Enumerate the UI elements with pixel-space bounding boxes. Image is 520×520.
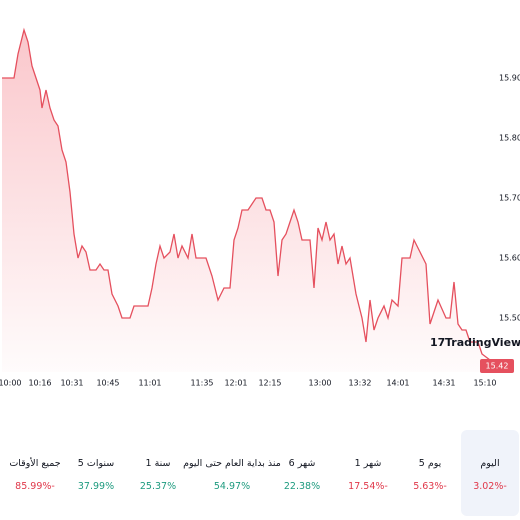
x-tick-label: 13:00 [308,379,331,388]
period-name: 6 شهر [288,458,316,469]
x-tick-label: 14:01 [386,379,409,388]
x-tick-label: 15:10 [473,379,496,388]
y-tick-label: 15.60 [499,254,520,263]
last-price-badge [480,359,514,373]
y-tick-label: 15.70 [499,194,520,203]
period-change: 85.99%- [15,481,55,492]
period-change: 3.02%- [473,481,507,492]
logo: 17 TradingView [430,336,520,349]
x-tick-label: 12:15 [258,379,281,388]
area-fill [2,30,490,372]
x-tick-label: 10:00 [0,379,22,388]
x-tick-label: 12:01 [224,379,247,388]
x-tick-label: 11:01 [138,379,161,388]
period-name: 5 سنوات [77,458,115,469]
period-tab[interactable]: اليوم 3.02%- [461,430,519,516]
y-tick-label: 15.80 [499,134,520,143]
y-tick-label: 15.50 [499,314,520,323]
x-tick-label: 13:32 [348,379,371,388]
period-name: 5 يوم [418,458,442,469]
logo-mark: 17 [430,336,445,349]
period-tabs: اليوم 3.02%- 5 يوم 5.63%- 1 شهر 17.54%- 6 شهر 2… [0,428,520,518]
x-tick-label: 10:31 [60,379,83,388]
period-name: اليوم [480,458,500,469]
period-name: جميع الأوقات [9,458,61,469]
x-tick-label: 11:35 [190,379,213,388]
x-tick-label: 10:16 [28,379,51,388]
period-tab[interactable]: جميع الأوقات 85.99%- [6,430,64,516]
period-change: 54.97% [213,481,251,492]
x-tick-label: 10:45 [96,379,119,388]
period-change: 37.99% [77,481,115,492]
period-name: منذ بداية العام حتى اليوم [183,458,281,469]
period-tab[interactable]: 6 شهر 22.38% [273,430,331,516]
period-name: 1 شهر [354,458,382,469]
price-line [2,27,491,361]
period-tab[interactable]: 5 يوم 5.63%- [401,430,459,516]
period-tab[interactable]: منذ بداية العام حتى اليوم 54.97% [182,430,282,516]
period-tab[interactable]: 1 شهر 17.54%- [339,430,397,516]
last-price-label: 15.42 [486,362,509,371]
period-change: 25.37% [139,481,177,492]
y-tick-label: 15.90 [499,74,520,83]
logo-text: TradingView [445,336,520,349]
period-tab[interactable]: 5 سنوات 37.99% [67,430,125,516]
period-change: 22.38% [283,481,321,492]
period-tab[interactable]: 1 سنة 25.37% [129,430,187,516]
x-tick-label: 14:31 [432,379,455,388]
period-name: 1 سنة [145,458,171,469]
chart: 15.50 15.60 15.70 15.80 15.90 10:00 10:16 10:31… [0,27,520,388]
period-change: 17.54%- [348,481,388,492]
period-change: 5.63%- [413,481,447,492]
